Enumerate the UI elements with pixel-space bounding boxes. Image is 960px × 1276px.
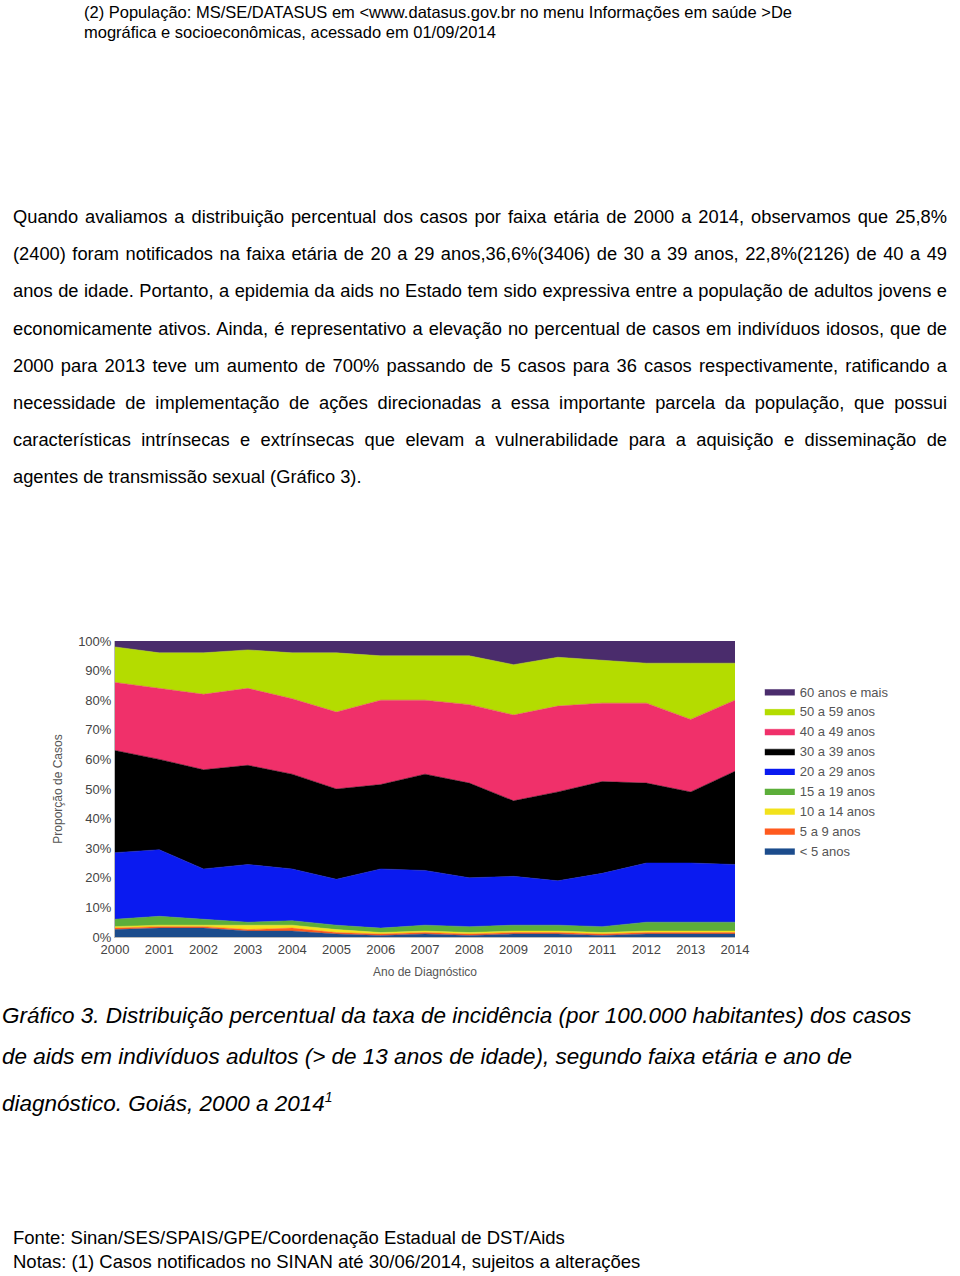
html-text:Quando avaliamos a distribuiçã: Quando avaliamos a distribuição percentu… (13, 206, 947, 488)
svg-text:Proporção de Casos: Proporção de Casos (51, 734, 65, 843)
svg-text:40%: 40% (85, 811, 111, 826)
svg-text:20 a 29 anos: 20 a 29 anos (800, 764, 876, 779)
svg-text:60 anos e mais: 60 anos e mais (800, 685, 889, 700)
svg-text:2014: 2014 (721, 942, 750, 957)
html-text:Notas: (1) Casos notificados n: Notas: (1) Casos notificados no SINAN at… (13, 1251, 641, 1272)
html-text:1: 1 (324, 1089, 333, 1105)
svg-text:60%: 60% (85, 752, 111, 767)
svg-text:2010: 2010 (543, 942, 572, 957)
svg-text:20%: 20% (85, 870, 111, 885)
svg-text:2003: 2003 (233, 942, 262, 957)
svg-text:15 a 19 anos: 15 a 19 anos (800, 784, 876, 799)
svg-text:2012: 2012 (632, 942, 661, 957)
svg-text:2001: 2001 (145, 942, 174, 957)
svg-text:2013: 2013 (676, 942, 705, 957)
svg-text:Ano de Diagnóstico: Ano de Diagnóstico (373, 965, 477, 979)
svg-text:2004: 2004 (278, 942, 307, 957)
svg-text:80%: 80% (85, 693, 111, 708)
svg-text:50%: 50% (85, 782, 111, 797)
svg-text:70%: 70% (85, 722, 111, 737)
svg-text:0%: 0% (93, 930, 112, 945)
html-text:Gráfico 3. Distribuição percen: Gráfico 3. Distribuição percentual da ta… (2, 1003, 912, 1116)
svg-text:50 a 59 anos: 50 a 59 anos (800, 704, 876, 719)
svg-text:40 a 49 anos: 40 a 49 anos (800, 724, 876, 739)
svg-text:30%: 30% (85, 841, 111, 856)
svg-text:30 a 39 anos: 30 a 39 anos (800, 744, 876, 759)
svg-text:5 a 9 anos: 5 a 9 anos (800, 824, 861, 839)
html-text:(2) População: MS/SE/DATASUS e: (2) População: MS/SE/DATASUS em <www.dat… (84, 3, 792, 21)
svg-text:10 a 14 anos: 10 a 14 anos (800, 804, 876, 819)
html-text:mográfica e socioeconômicas, a: mográfica e socioeconômicas, acessado em… (84, 23, 496, 41)
svg-text:2011: 2011 (588, 942, 616, 957)
svg-text:2002: 2002 (189, 942, 218, 957)
html-text:Fonte: Sinan/SES/SPAIS/GPE/Coo: Fonte: Sinan/SES/SPAIS/GPE/Coordenação E… (13, 1227, 565, 1248)
svg-text:10%: 10% (85, 900, 111, 915)
svg-text:90%: 90% (85, 663, 111, 678)
svg-text:< 5 anos: < 5 anos (800, 844, 851, 859)
svg-text:100%: 100% (78, 634, 112, 649)
svg-text:2009: 2009 (499, 942, 528, 957)
svg-text:2007: 2007 (411, 942, 440, 957)
svg-text:2006: 2006 (366, 942, 395, 957)
svg-text:2000: 2000 (101, 942, 130, 957)
svg-text:2008: 2008 (455, 942, 484, 957)
svg-text:2005: 2005 (322, 942, 351, 957)
